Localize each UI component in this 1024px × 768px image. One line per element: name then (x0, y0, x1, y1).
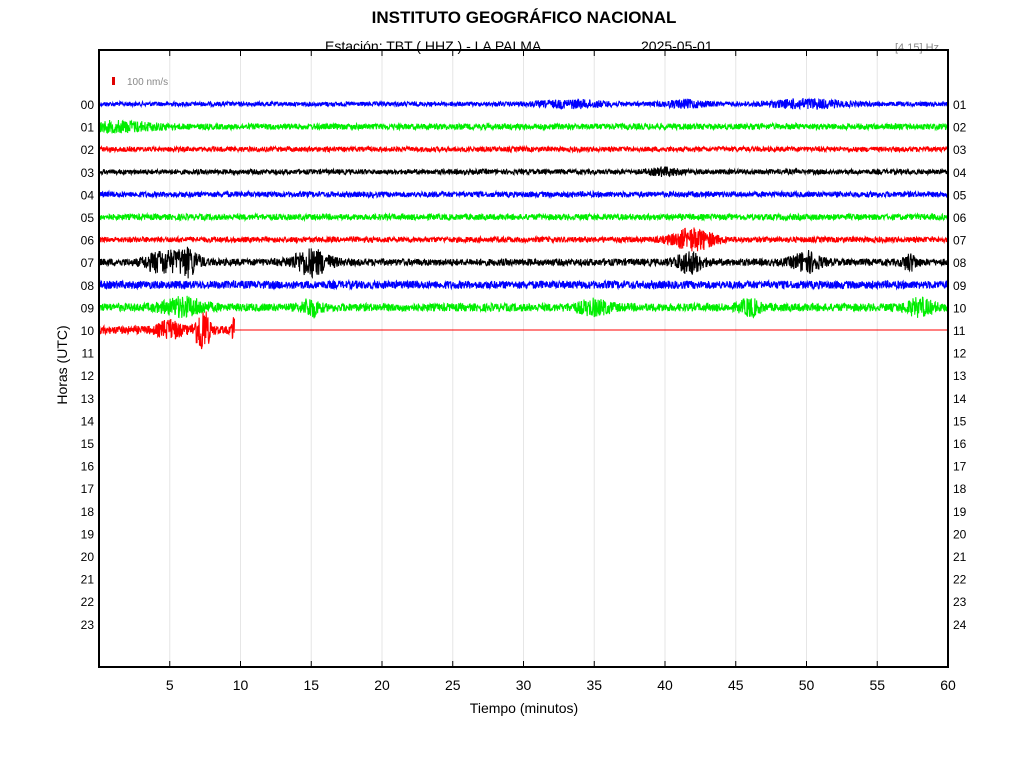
x-tick-label: 5 (166, 677, 174, 693)
y-tick-label-left: 22 (81, 595, 95, 609)
y-tick-label-right: 14 (953, 392, 967, 406)
y-tick-label-left: 12 (81, 369, 95, 383)
axis-ticks: 5 10 15 20 25 30 35 40 45 50 55 60 00 01 02 03 04 05 06 07 0… (81, 50, 967, 693)
y-tick-label-right: 09 (953, 279, 967, 293)
scale-bar-label: 100 nm/s (127, 77, 168, 88)
y-tick-label-left: 11 (82, 347, 95, 361)
y-tick-label-left: 13 (81, 392, 95, 406)
trace-hour-05 (98, 211, 949, 223)
x-tick-label: 45 (728, 677, 744, 693)
y-tick-label-right: 06 (953, 211, 967, 225)
y-tick-label-left: 05 (81, 211, 95, 225)
x-tick-label: 15 (303, 677, 319, 693)
y-tick-label-left: 20 (81, 550, 95, 564)
y-tick-label-right: 16 (953, 437, 967, 451)
traces (98, 97, 949, 350)
y-tick-label-right: 12 (953, 347, 967, 361)
trace-hour-07 (98, 246, 949, 279)
x-tick-label: 10 (233, 677, 249, 693)
y-tick-label-right: 05 (953, 188, 967, 202)
x-tick-label: 35 (586, 677, 602, 693)
y-tick-label-right: 18 (953, 482, 967, 496)
x-tick-label: 30 (516, 677, 532, 693)
y-tick-label-left: 01 (81, 121, 95, 135)
y-tick-label-right: 13 (953, 369, 967, 383)
y-tick-label-right: 02 (953, 121, 967, 135)
scale-bar: 100 nm/s (112, 77, 168, 88)
y-tick-label-left: 07 (81, 256, 95, 270)
y-tick-label-right: 11 (953, 324, 966, 338)
y-tick-label-left: 14 (81, 414, 95, 428)
trace-hour-08 (98, 278, 949, 291)
y-tick-label-left: 00 (81, 98, 95, 112)
y-tick-label-right: 21 (953, 550, 967, 564)
x-tick-label: 55 (869, 677, 885, 693)
y-tick-label-right: 20 (953, 527, 967, 541)
y-tick-label-right: 03 (953, 143, 967, 157)
y-tick-label-right: 17 (953, 460, 967, 474)
y-tick-label-left: 21 (81, 573, 95, 587)
trace-hour-06 (98, 227, 949, 252)
x-tick-label: 20 (374, 677, 390, 693)
x-tick-label: 50 (799, 677, 815, 693)
y-tick-label-right: 22 (953, 573, 967, 587)
trace-hour-02 (98, 144, 949, 154)
y-tick-label-left: 09 (81, 301, 95, 315)
y-tick-label-right: 24 (953, 618, 967, 632)
y-tick-label-right: 15 (953, 414, 967, 428)
y-tick-label-left: 15 (81, 437, 95, 451)
y-tick-label-right: 04 (953, 166, 967, 180)
y-tick-label-right: 19 (953, 505, 967, 519)
trace-hour-03 (98, 166, 949, 178)
trace-hour-01 (98, 119, 949, 135)
y-tick-label-right: 10 (953, 301, 967, 315)
scale-bar-mark (112, 77, 115, 85)
y-tick-label-left: 03 (81, 166, 95, 180)
y-tick-label-right: 23 (953, 595, 967, 609)
y-tick-label-left: 06 (81, 234, 95, 248)
x-tick-label: 40 (657, 677, 673, 693)
trace-hour-09 (98, 295, 949, 319)
trace-hour-04 (98, 189, 949, 200)
y-tick-label-right: 08 (953, 256, 967, 270)
y-tick-label-left: 18 (81, 505, 95, 519)
y-tick-label-left: 19 (81, 527, 95, 541)
y-tick-label-left: 10 (81, 324, 95, 338)
grid (169, 50, 878, 667)
trace-hour-00 (98, 97, 949, 111)
trace-hour-10 (98, 311, 236, 350)
y-tick-label-left: 08 (81, 279, 95, 293)
x-tick-label: 25 (445, 677, 461, 693)
y-tick-label-left: 04 (81, 188, 95, 202)
y-tick-label-left: 23 (81, 618, 95, 632)
x-tick-label: 60 (940, 677, 956, 693)
y-tick-label-left: 02 (81, 143, 95, 157)
y-tick-label-left: 16 (81, 460, 95, 474)
x-axis-label: Tiempo (minutos) (469, 700, 579, 716)
y-tick-label-right: 01 (953, 98, 967, 112)
y-tick-label-right: 07 (953, 234, 967, 248)
y-tick-label-left: 17 (81, 482, 95, 496)
chart-title: INSTITUTO GEOGRÁFICO NACIONAL (371, 8, 677, 27)
